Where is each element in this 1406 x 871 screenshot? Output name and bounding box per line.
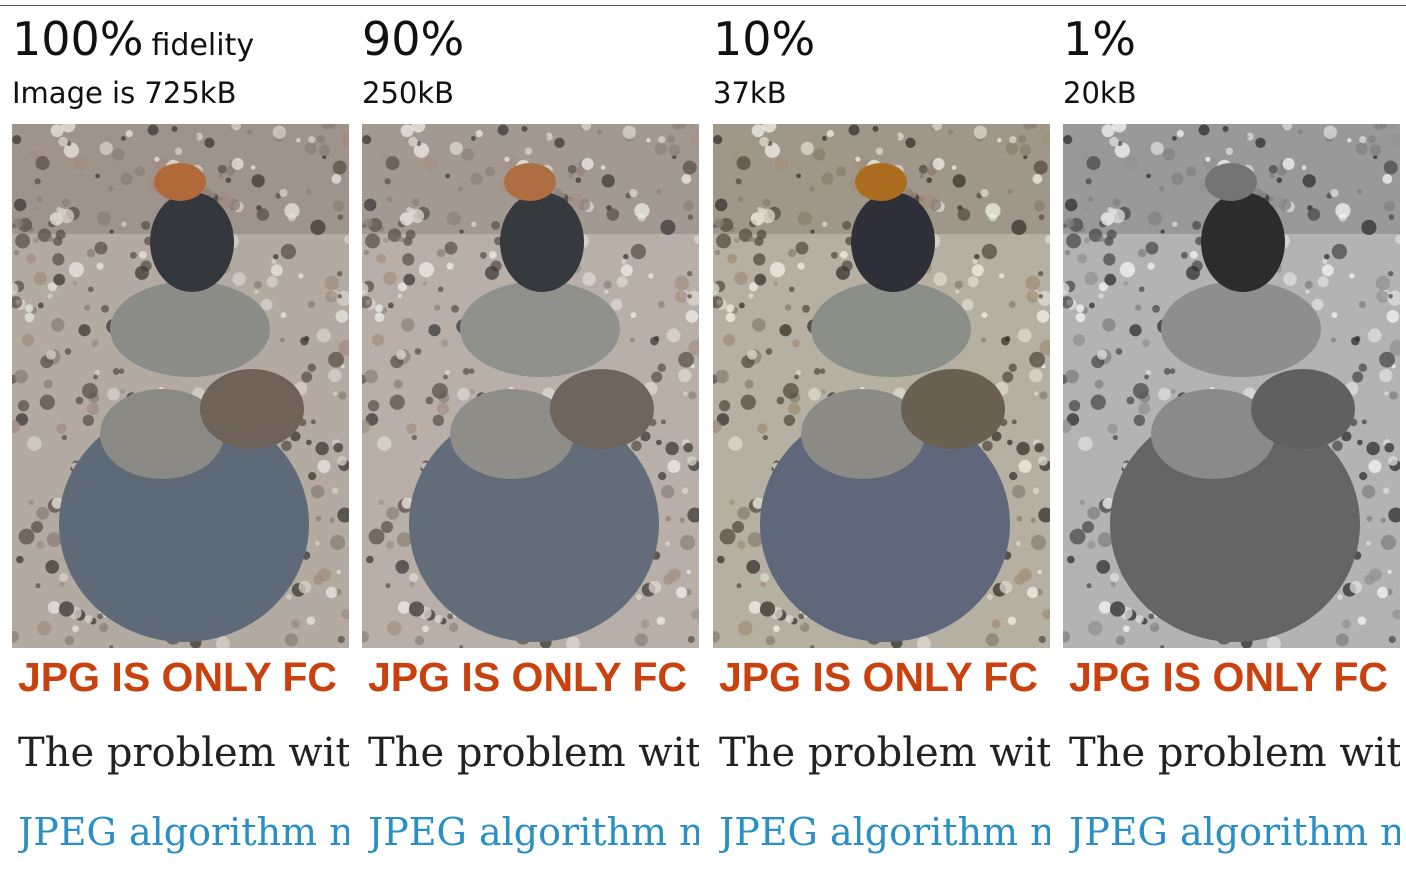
file-size: 250kB [362,76,454,110]
file-size: 37kB [713,76,787,110]
photo [1063,124,1400,648]
comparison-column: 90% 250kB JPG IS ONLY FC The problem wit JPE… [362,0,702,871]
quality-value: 10% [713,12,815,66]
photo [362,124,699,648]
photo [12,124,349,648]
comparison-column: 10% 37kB JPG IS ONLY FC The problem wit JPEG… [713,0,1053,871]
quality-label: 90% [362,12,464,66]
quality-value: 1% [1063,12,1136,66]
file-size: 20kB [1063,76,1137,110]
comparison-column: 100%fidelity Image is 725kB JPG IS ONLY FC… [12,0,352,871]
headline-text: JPG IS ONLY FC [719,654,1050,701]
link-text: JPEG algorithm n [18,810,349,854]
quality-value: 90% [362,12,464,66]
comparison-column: 1% 20kB JPG IS ONLY FC The problem wit JPEG … [1063,0,1403,871]
headline-text: JPG IS ONLY FC [1069,654,1400,701]
photo [713,124,1050,648]
file-size: Image is 725kB [12,76,236,110]
body-text: The problem wit [719,730,1050,776]
page: 100%fidelity Image is 725kB JPG IS ONLY FC… [0,0,1406,871]
link-text: JPEG algorithm n [368,810,699,854]
link-text: JPEG algorithm n [1069,810,1400,854]
quality-label: 100%fidelity [12,12,254,66]
quality-label: 1% [1063,12,1136,66]
quality-note: fidelity [152,28,255,63]
headline-text: JPG IS ONLY FC [18,654,349,701]
body-text: The problem wit [368,730,699,776]
body-text: The problem wit [1069,730,1400,776]
quality-value: 100% [12,12,144,66]
quality-label: 10% [713,12,815,66]
body-text: The problem wit [18,730,349,776]
link-text: JPEG algorithm n [719,810,1050,854]
headline-text: JPG IS ONLY FC [368,654,699,701]
